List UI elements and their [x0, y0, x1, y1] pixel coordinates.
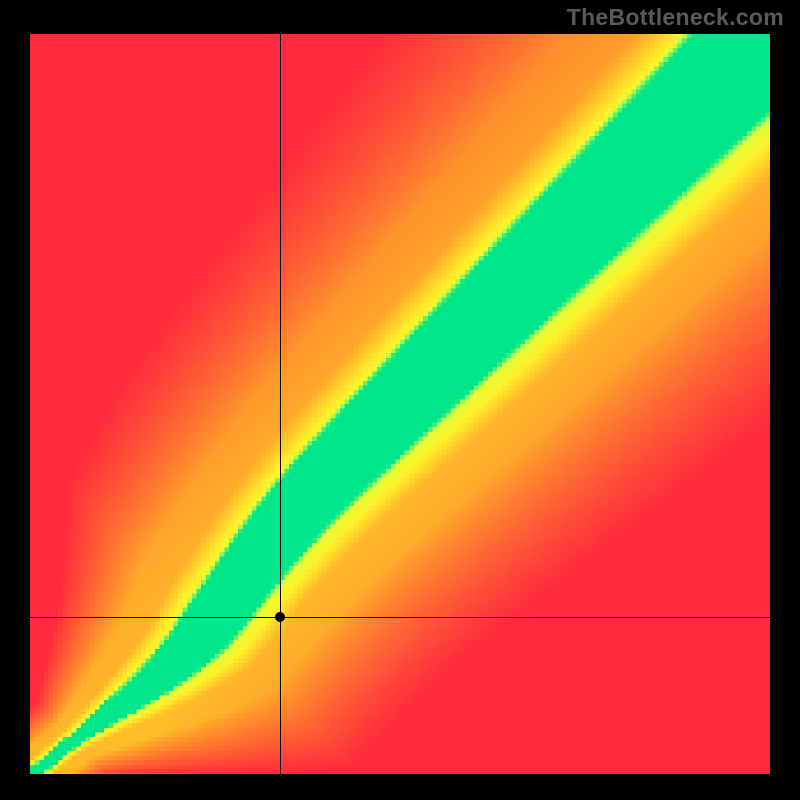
crosshair-marker — [275, 612, 285, 622]
watermark-text: TheBottleneck.com — [567, 4, 784, 31]
crosshair-horizontal — [30, 617, 770, 618]
heatmap-plot — [30, 34, 770, 774]
crosshair-vertical — [280, 34, 281, 774]
chart-frame: TheBottleneck.com — [0, 0, 800, 800]
heatmap-canvas — [30, 34, 770, 774]
